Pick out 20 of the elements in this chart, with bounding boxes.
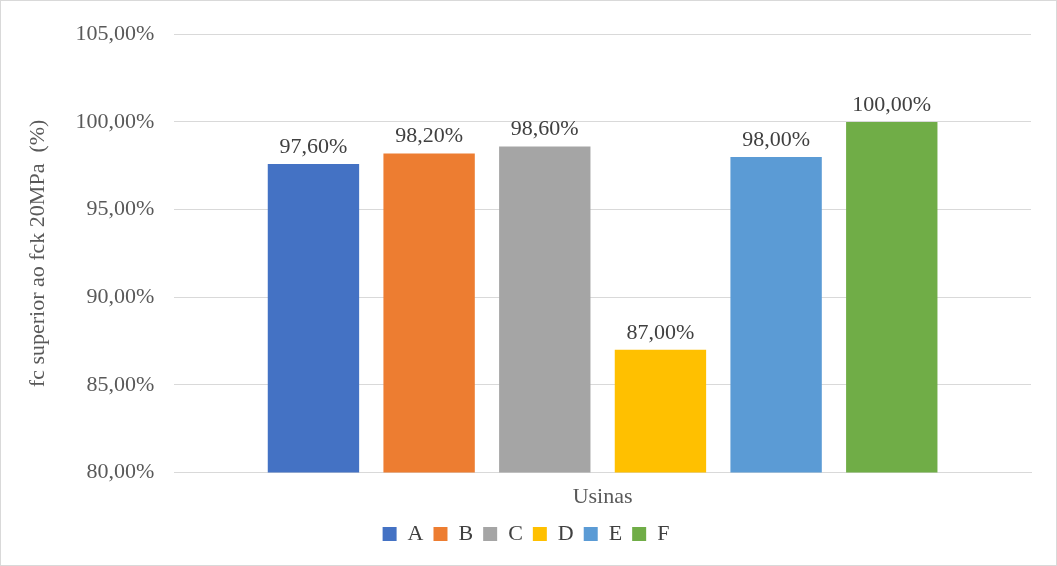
- y-tick-label: 105,00%: [75, 19, 155, 45]
- data-label: 97,60%: [279, 132, 348, 158]
- legend-label: E: [608, 519, 623, 545]
- y-tick-label: 95,00%: [86, 195, 155, 221]
- data-label: 98,20%: [395, 122, 464, 148]
- y-tick-label: 100,00%: [75, 107, 155, 133]
- data-label: 98,60%: [510, 115, 579, 141]
- y-tick-label: 85,00%: [86, 370, 155, 396]
- x-tick-label: Usinas: [572, 482, 633, 508]
- legend-label: B: [458, 519, 474, 545]
- data-label: 87,00%: [626, 318, 695, 344]
- legend-label: C: [508, 519, 523, 545]
- y-tick-label: 80,00%: [86, 458, 155, 484]
- data-label: 100,00%: [852, 90, 932, 116]
- y-tick-label: 90,00%: [86, 283, 155, 309]
- legend-label: F: [657, 519, 670, 545]
- data-label: 98,00%: [742, 125, 811, 151]
- y-axis-title: fc superior ao fck 20MPa (%): [23, 119, 49, 388]
- legend-label: D: [557, 519, 574, 545]
- legend-label: A: [407, 519, 424, 545]
